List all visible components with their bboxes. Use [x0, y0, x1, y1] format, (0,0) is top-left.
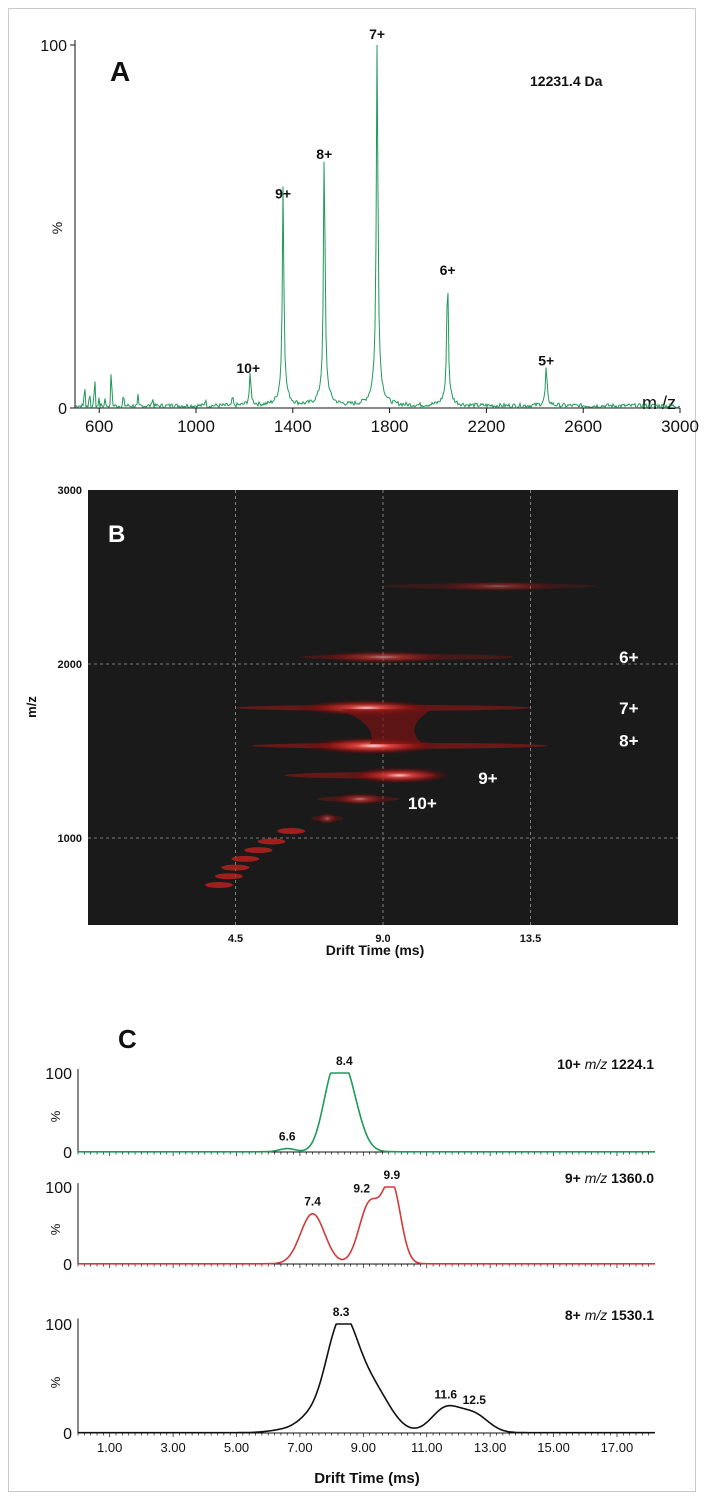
panel-c-x-label: Drift Time (ms)	[314, 1470, 420, 1487]
panel-a-x-tick-label: 2600	[564, 417, 602, 436]
panel-b-ticks: 4.5 9.0 13.5 1000 2000 3000	[58, 485, 542, 945]
panel-c-y-tick-label: 0	[63, 1257, 72, 1274]
panel-a-x-tick-label: 1400	[274, 417, 312, 436]
panel-a-peak-label: 9+	[275, 186, 291, 202]
panel-a-label: A	[110, 56, 130, 87]
panel-c-x-tick-label: 7.00	[287, 1440, 312, 1455]
panel-c-x-tick-label: 3.00	[160, 1440, 185, 1455]
panel-c-mobilograms: C 0 100% 6.6 8.4 10+ m/z 1224.1 0 100% 7.4 9.2 9…	[45, 1024, 655, 1487]
panel-c-x-tick-label: 1.00	[97, 1440, 122, 1455]
panel-c-peak-label: 8.4	[336, 1054, 353, 1068]
panel-a-x-tick-label: 3000	[661, 417, 699, 436]
panel-c-x-tick-label: 17.00	[601, 1440, 634, 1455]
panel-c-trace-8plus: 0 100% 8.3 11.6 12.5 8+ m/z 1530.1	[45, 1305, 655, 1443]
panel-c-series-label: 9+ m/z 1360.0	[565, 1170, 654, 1186]
panel-c-peak-label: 12.5	[463, 1393, 487, 1407]
panel-b-tail-blob	[214, 873, 243, 880]
panel-c-label: C	[118, 1024, 137, 1054]
panel-b-band-core	[427, 580, 568, 592]
panel-c-y-tick-label: 100	[45, 1317, 72, 1334]
panel-c-peak-label: 9.2	[353, 1181, 370, 1195]
panel-b-band-core	[315, 812, 339, 825]
panel-b-x-tick-label: 9.0	[375, 933, 390, 945]
panel-c-peak-label: 9.9	[384, 1168, 401, 1182]
panel-c-x-tick-label: 9.00	[351, 1440, 376, 1455]
panel-c-trace-10plus: 0 100% 6.6 8.4 10+ m/z 1224.1	[45, 1054, 655, 1162]
panel-c-x-tick-label: 11.00	[411, 1440, 443, 1455]
panel-b-charge-label: 7+	[619, 699, 638, 718]
panel-a-peak-label: 5+	[538, 353, 554, 369]
panel-c-trace-line	[78, 1323, 655, 1434]
panel-b-tail-blob	[277, 828, 306, 835]
panel-c-trace-9plus: 0 100% 7.4 9.2 9.9 9+ m/z 1360.0	[45, 1168, 655, 1274]
panel-b-band-core	[313, 650, 453, 664]
panel-c-peak-label: 7.4	[304, 1195, 321, 1209]
panel-b-x-label: Drift Time (ms)	[326, 942, 425, 958]
panel-c-y-label: %	[48, 1376, 63, 1388]
figure-frame	[8, 8, 696, 1492]
panel-a-mass-note: 12231.4 Da	[530, 73, 603, 89]
panel-b-x-tick-label: 4.5	[228, 933, 243, 945]
panel-a-peak-label: 7+	[369, 26, 385, 42]
panel-b-tail-blob	[205, 881, 234, 888]
panel-a-x-tick-label: 1800	[371, 417, 409, 436]
panel-b-charge-label: 9+	[478, 769, 497, 788]
panel-b-charge-label: 8+	[619, 732, 638, 751]
panel-b-tail-blob	[244, 847, 273, 854]
panel-b-funnel	[340, 709, 433, 745]
panel-b-y-tick-label: 2000	[58, 659, 82, 671]
panel-c-trace-line	[78, 1072, 655, 1153]
panel-a-peak-labels: 10+ 9+ 8+ 7+ 6+ 5+	[236, 26, 554, 376]
panel-a-peak-label: 6+	[440, 262, 456, 278]
panel-b-charge-label: 6+	[619, 648, 638, 667]
panel-b-bands	[205, 580, 597, 888]
panel-c-x-tick-label: 5.00	[224, 1440, 249, 1455]
panel-c-x-ticks: 1.00 3.00 5.00 7.00 9.00 11.00 13.00 15.00 17.00	[97, 1440, 633, 1455]
panel-b-y-tick-label: 1000	[58, 833, 82, 845]
panel-b-charge-label: 10+	[408, 794, 437, 813]
panel-b-x-tick-label: 13.5	[520, 933, 541, 945]
panel-b-y-label: m/z	[24, 696, 39, 718]
panel-a-y-label: %	[49, 222, 65, 234]
panel-a-x-label: m /z	[642, 393, 676, 413]
panel-c-y-label: %	[48, 1110, 63, 1122]
panel-c-x-tick-label: 15.00	[537, 1440, 570, 1455]
panel-c-y-tick-label: 100	[45, 1180, 72, 1197]
panel-b-label: B	[108, 521, 125, 548]
panel-b-band-core	[330, 792, 390, 806]
panel-b-tail-blob	[231, 855, 260, 862]
panel-b-tail-blob	[257, 838, 286, 845]
panel-b-tail-blob	[221, 864, 250, 871]
panel-c-y-tick-label: 0	[63, 1426, 72, 1443]
panel-b-band-core	[345, 766, 454, 784]
panel-c-peak-label: 6.6	[279, 1130, 296, 1144]
panel-c-series-label: 10+ m/z 1224.1	[557, 1056, 654, 1072]
panel-c-peak-label: 8.3	[333, 1305, 350, 1319]
panel-a-peak-label: 10+	[236, 360, 260, 376]
panel-a-x-tick-label: 2200	[467, 417, 505, 436]
panel-c-trace-line	[78, 1186, 655, 1265]
panel-b-y-tick-label: 3000	[58, 485, 82, 497]
panel-c-y-label: %	[48, 1223, 63, 1235]
panel-b-charge-labels: 6+ 7+ 8+ 9+ 10+	[408, 648, 639, 813]
panel-c-x-tick-label: 13.00	[474, 1440, 507, 1455]
panel-a-ticks: 600 1000 1400 1800 2200 2600 3000 0 100	[40, 38, 699, 436]
panel-a-peak-label: 8+	[316, 146, 332, 162]
panel-a-x-tick-label: 1000	[177, 417, 215, 436]
panel-a-spectrum-trace	[74, 44, 681, 410]
panel-a-y-tick-label: 100	[40, 38, 67, 55]
panel-c-y-tick-label: 100	[45, 1066, 72, 1083]
panel-c-peak-label: 11.6	[434, 1387, 457, 1401]
panel-a-spectrum: A 12231.4 Da % m /z 600 1000 1400 1800 2200 2…	[40, 26, 699, 436]
panel-c-y-tick-label: 0	[63, 1145, 72, 1162]
panel-b-heatmap: B m/z Drift Time (ms) 4.5 9.0 13.5 1000 2000…	[24, 485, 678, 958]
panel-a-x-tick-label: 600	[85, 417, 113, 436]
panel-c-series-label: 8+ m/z 1530.1	[565, 1307, 654, 1323]
panel-a-y-tick-label: 0	[58, 401, 67, 418]
